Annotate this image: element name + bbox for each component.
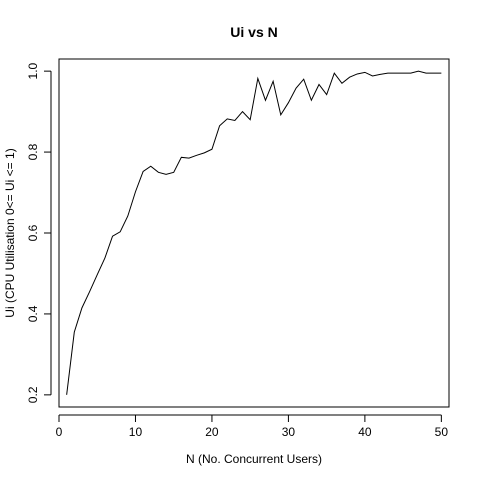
x-tick-label: 40 xyxy=(358,425,372,439)
x-tick-label: 50 xyxy=(435,425,449,439)
plot-frame xyxy=(58,58,450,408)
x-axis: 0 10 20 30 40 50 xyxy=(56,414,449,439)
x-tick-label: 0 xyxy=(56,425,63,439)
y-tick-label: 0.4 xyxy=(26,305,40,322)
x-axis-label: N (No. Concurrent Users) xyxy=(186,452,322,466)
y-axis: 0.2 0.4 0.6 0.8 1.0 xyxy=(26,62,52,403)
series-line xyxy=(66,70,442,395)
x-tick-label: 20 xyxy=(205,425,219,439)
x-tick-label: 30 xyxy=(282,425,296,439)
y-tick-label: 0.2 xyxy=(26,386,40,403)
chart-title: Ui vs N xyxy=(230,24,277,40)
y-tick-label: 1.0 xyxy=(26,62,40,79)
y-tick-label: 0.6 xyxy=(26,224,40,241)
x-tick-label: 10 xyxy=(129,425,143,439)
y-tick-label: 0.8 xyxy=(26,143,40,160)
y-axis-label: Ui (CPU Utilisation 0<= Ui <= 1) xyxy=(3,148,17,317)
